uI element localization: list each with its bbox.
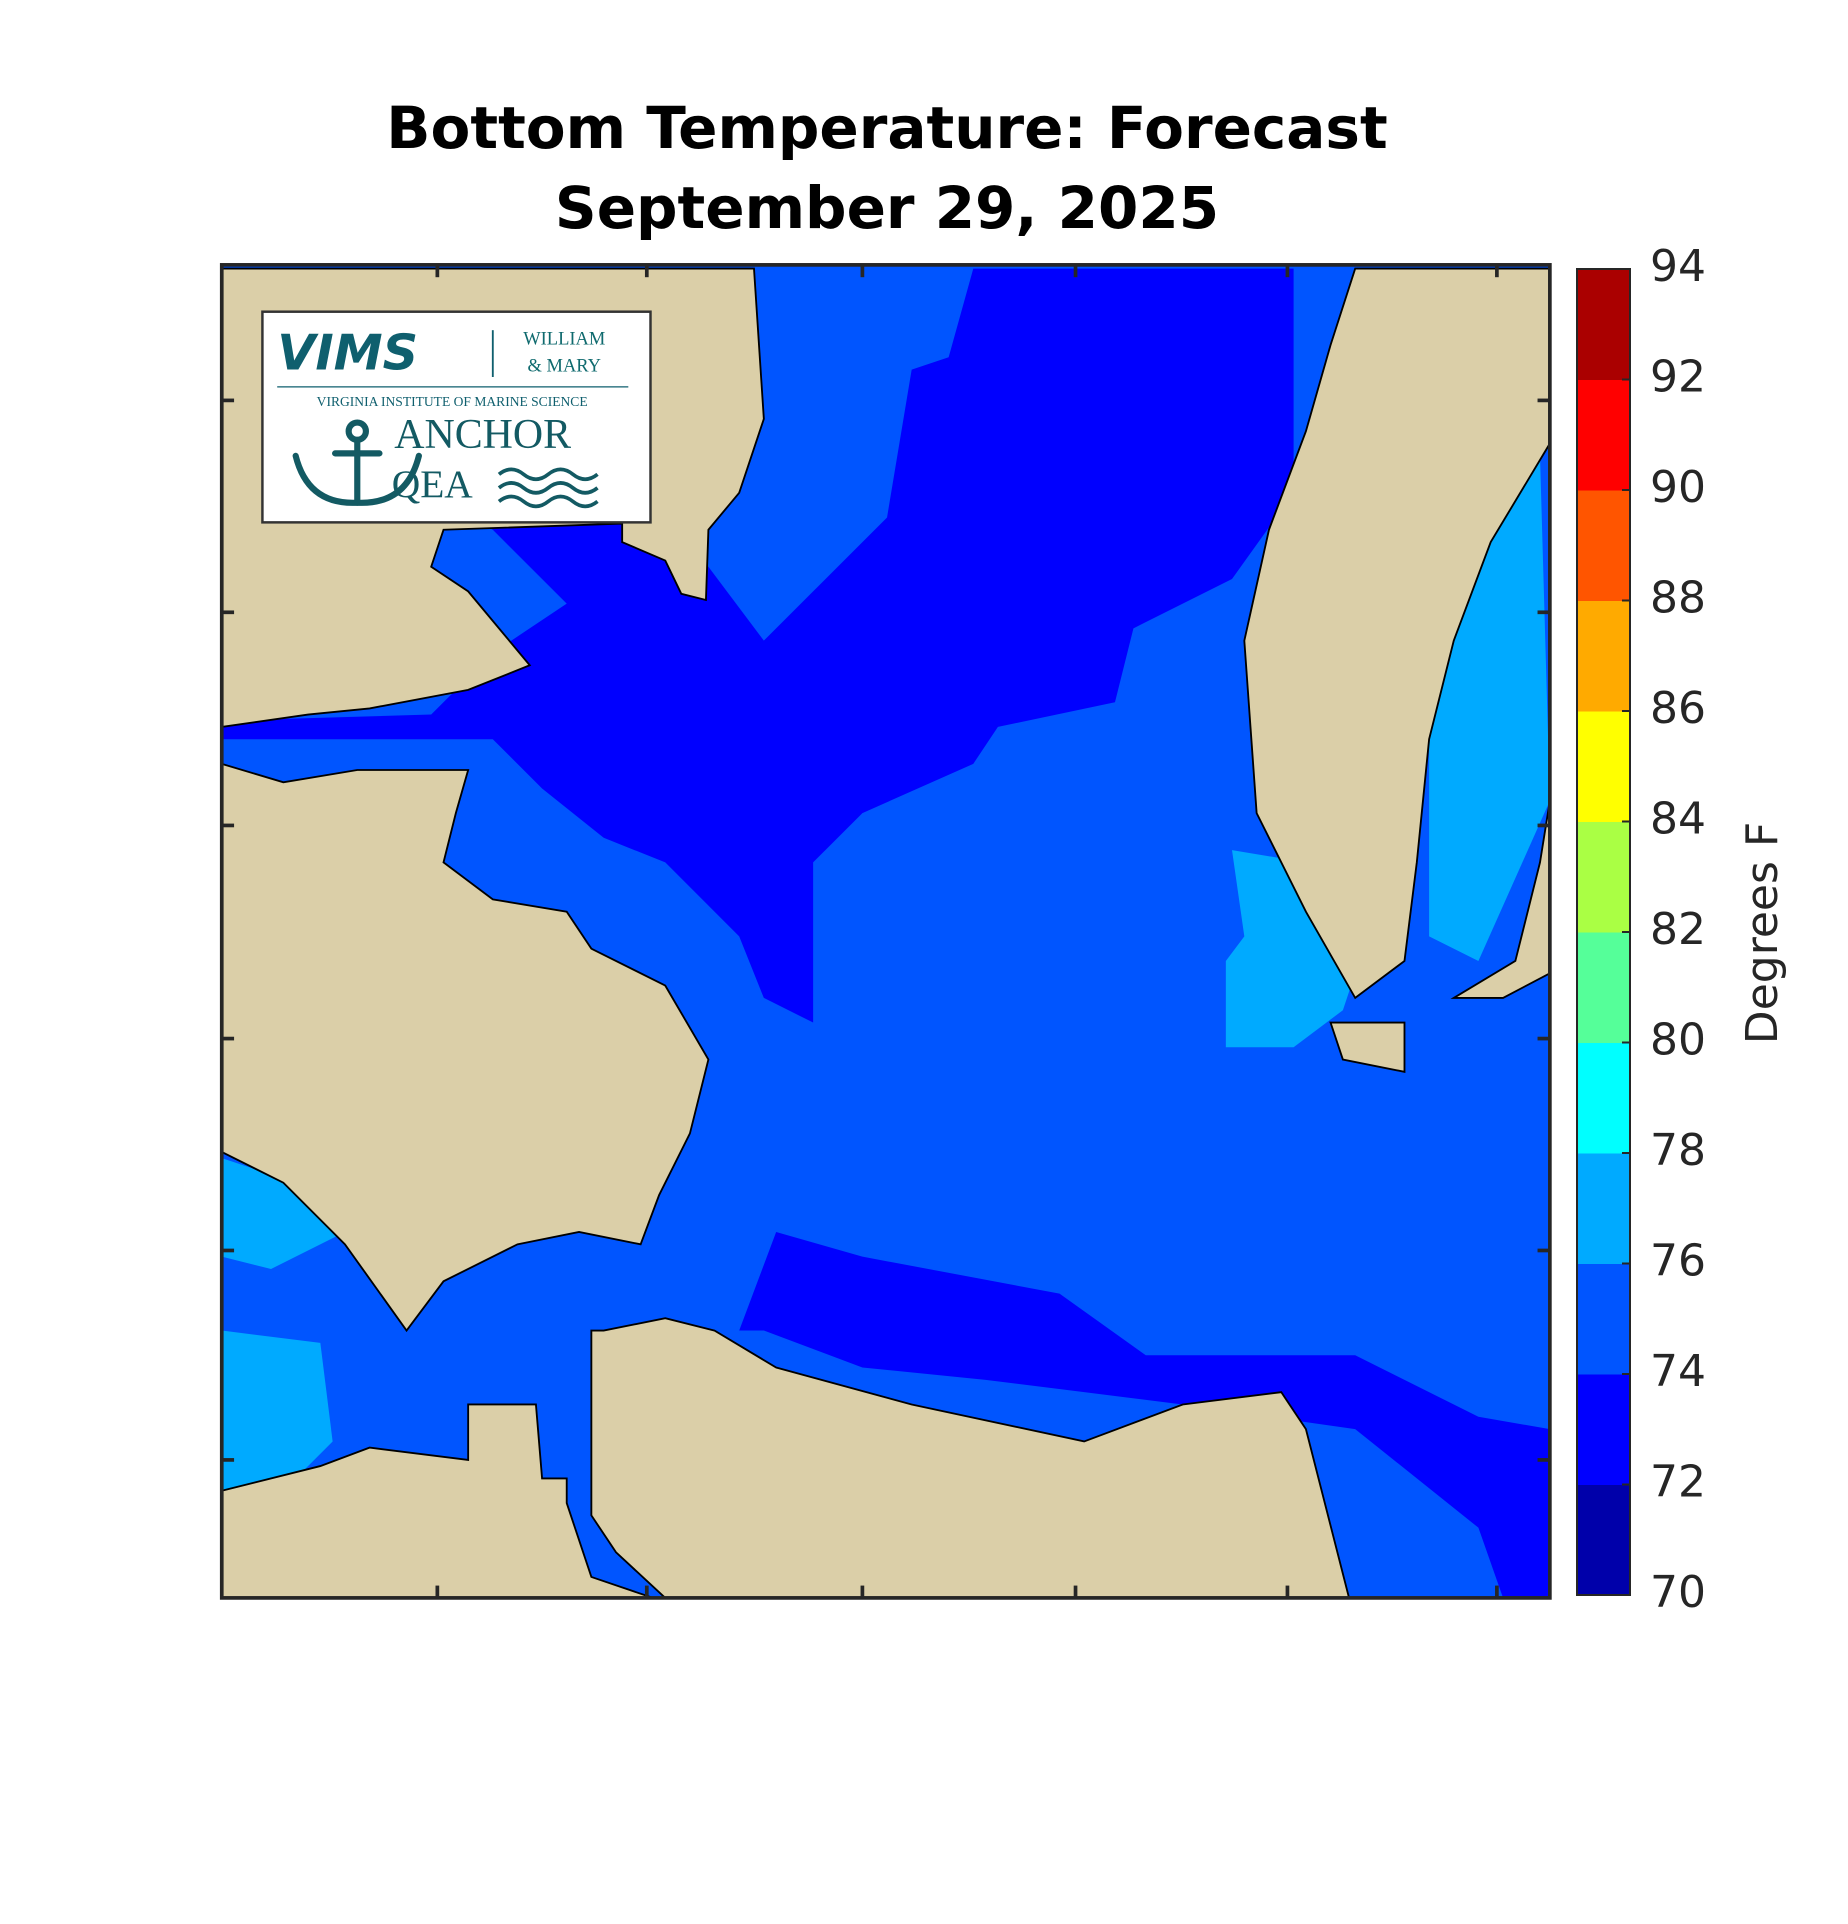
logo-text: VIRGINIA INSTITUTE OF MARINE SCIENCE — [317, 394, 588, 409]
colorbar-tick-label: 74 — [1650, 1346, 1706, 1397]
colorbar-tick-label: 80 — [1650, 1015, 1706, 1066]
land — [221, 267, 1550, 1598]
colorbar-tick-label: 94 — [1650, 241, 1706, 292]
colorbar-segment — [1577, 490, 1630, 601]
deep-channel — [221, 268, 1294, 1023]
colorbar-tick-label: 86 — [1650, 683, 1706, 734]
logo-box — [261, 310, 652, 524]
logo: VIMS WILLIAM & MARY VIRGINIA INSTITUTE O… — [261, 310, 652, 524]
map: VIMS WILLIAM & MARY VIRGINIA INSTITUTE O… — [219, 263, 1552, 1600]
title-line: Bottom Temperature: Forecast — [386, 94, 1387, 162]
colorbar-tick-label: 70 — [1650, 1567, 1706, 1618]
logo-text: QEA — [392, 462, 474, 506]
colorbar-segment — [1577, 600, 1630, 712]
logo-text: ANCHOR — [394, 412, 571, 458]
colorbar-tick-label: 72 — [1650, 1457, 1706, 1508]
colorbar-tick-label: 84 — [1650, 794, 1706, 845]
colorbar-segment — [1577, 1042, 1630, 1154]
colorbar-segment — [1577, 821, 1630, 933]
colorbar-tick-label: 92 — [1650, 352, 1706, 403]
colorbar-tick-label: 78 — [1650, 1125, 1706, 1176]
colorbar-segment — [1577, 269, 1630, 380]
colorbar-tick-label: 76 — [1650, 1236, 1706, 1287]
logo-text: & MARY — [528, 355, 601, 375]
colorbar-segment — [1577, 379, 1630, 491]
colorbar-label: Degrees F — [1737, 822, 1788, 1044]
map-frame — [219, 263, 1552, 1600]
colorbar-tick-label: 88 — [1650, 573, 1706, 624]
deep-channel — [739, 1232, 1550, 1598]
frame-ticks — [221, 264, 1550, 1598]
waves-icon — [497, 467, 599, 509]
colorbar-tick-label: 90 — [1650, 462, 1706, 513]
colorbar-segment — [1577, 1153, 1630, 1264]
colorbar-segment — [1577, 1484, 1630, 1596]
logo-vims: VIMS — [277, 324, 418, 382]
colorbar-segment — [1577, 711, 1630, 822]
colorbar-segment — [1577, 1374, 1630, 1485]
colorbar-segment — [1577, 932, 1630, 1043]
logo-text: WILLIAM — [523, 328, 605, 348]
colorbar-tick-label: 82 — [1650, 904, 1706, 955]
title-line: September 29, 2025 — [555, 174, 1219, 242]
anchor-icon — [292, 419, 422, 506]
colorbar-segment — [1577, 1263, 1630, 1375]
